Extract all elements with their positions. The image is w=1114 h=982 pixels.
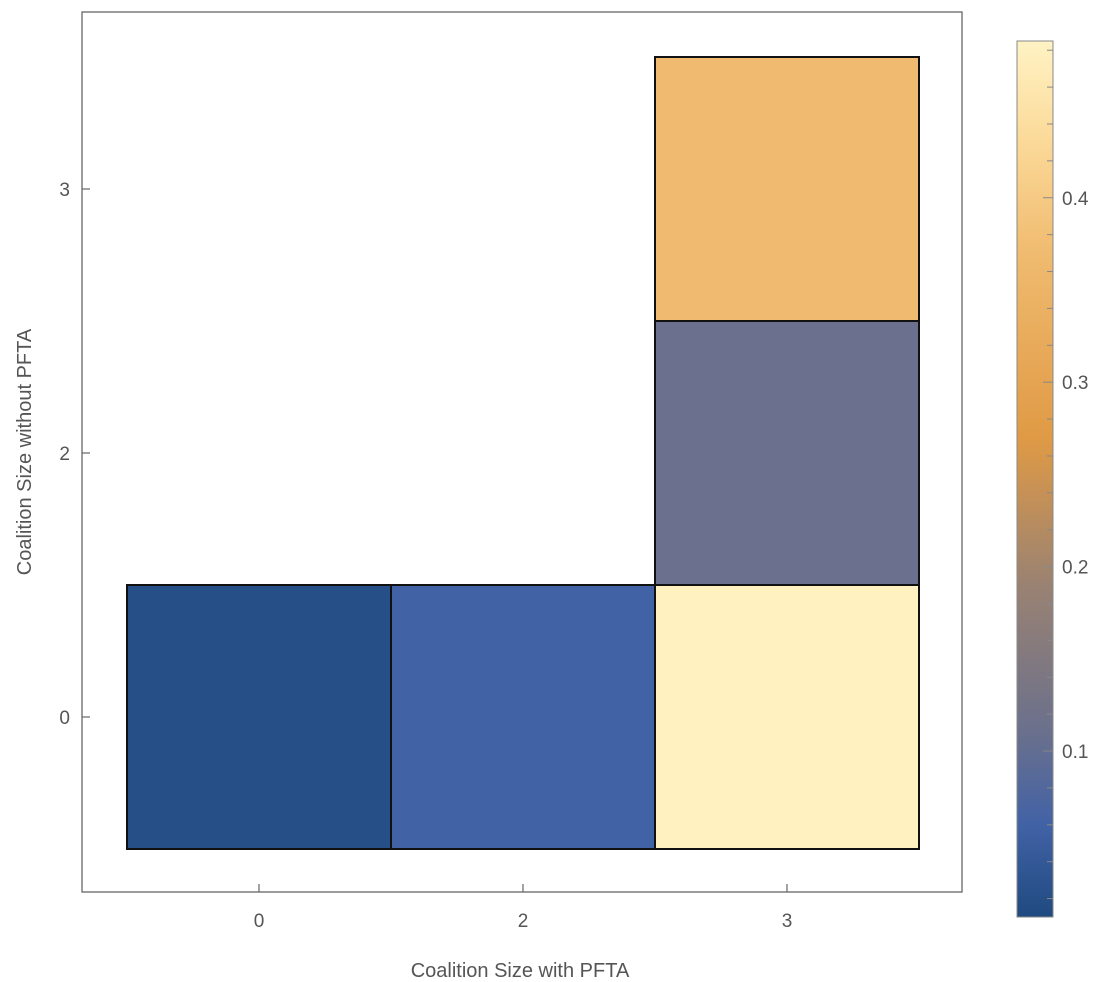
x-tick-label: 3: [782, 911, 793, 932]
colorbar-tick-label: 0.2: [1062, 558, 1088, 579]
heatmap-cell: [126, 584, 392, 850]
y-axis-ticks: 0 2 3: [59, 180, 90, 729]
heatmap-cell: [654, 56, 920, 322]
colorbar-tick-label: 0.4: [1062, 189, 1089, 210]
colorbar-tick-label: 0.3: [1062, 373, 1088, 394]
y-axis-label: Coalition Size without PFTA: [14, 328, 36, 575]
colorbar-ticks: 0.1 0.2 0.3 0.4: [1043, 49, 1089, 900]
heatmap-cell: [654, 320, 920, 586]
y-tick-label: 2: [59, 444, 70, 465]
y-tick-label: 3: [59, 180, 70, 201]
heatmap-cell: [390, 584, 656, 850]
y-tick-label: 0: [59, 708, 70, 729]
heatmap-cells: [126, 56, 920, 850]
heatmap-cell: [654, 584, 920, 850]
x-tick-label: 2: [518, 911, 529, 932]
plot-frame: [81, 11, 963, 893]
x-axis-ticks: 0 2 3: [254, 884, 793, 932]
x-tick-label: 0: [254, 911, 265, 932]
colorbar-tick-label: 0.1: [1062, 742, 1088, 763]
x-axis-label: Coalition Size with PFTA: [411, 960, 630, 982]
colorbar: [1016, 40, 1054, 918]
